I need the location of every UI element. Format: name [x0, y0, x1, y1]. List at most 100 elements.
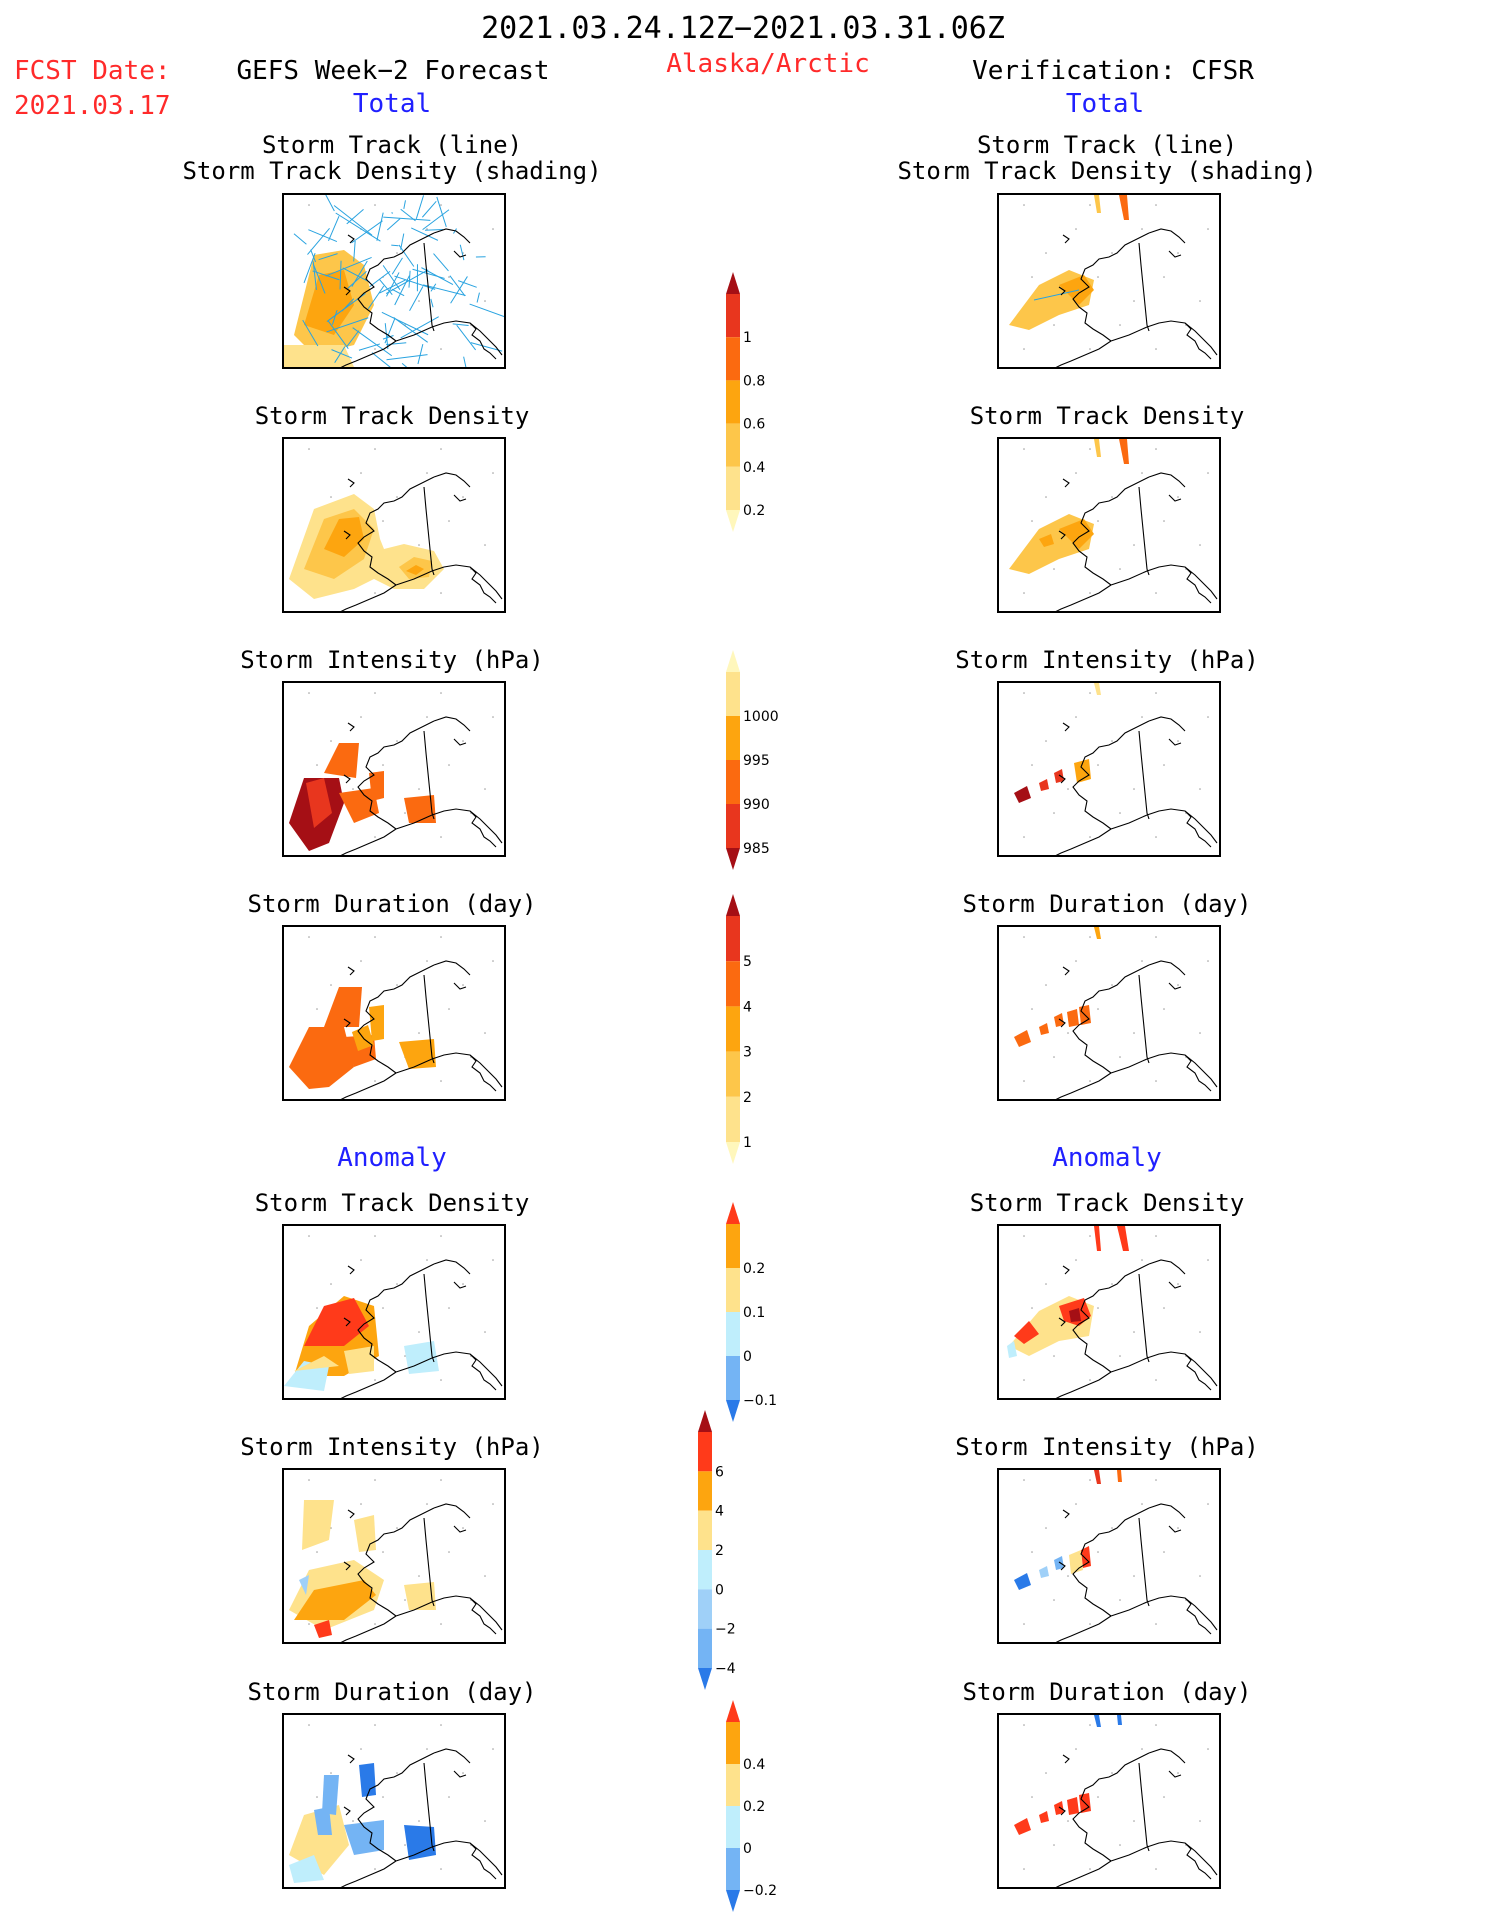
map-canvas [289, 1724, 503, 1887]
map-canvas [1007, 1226, 1218, 1398]
shaded-region [289, 1855, 324, 1883]
colorbar-tick-label: 990 [743, 797, 770, 813]
shaded-region [1039, 1023, 1049, 1035]
shaded-region [344, 1346, 374, 1374]
map-fcst-track [282, 193, 506, 369]
colorbar-segment [726, 294, 740, 338]
anomaly-left: Anomaly [337, 1143, 447, 1173]
shaded-region [1067, 1009, 1079, 1027]
colorbar-tick-label: 0.8 [743, 373, 765, 389]
alaska-coastline [340, 472, 503, 611]
colorbar-segment [726, 804, 740, 848]
shaded-region [1117, 1226, 1129, 1251]
colorbar-tick-label: 0 [743, 1349, 752, 1365]
colorbar-segment [698, 1510, 712, 1550]
colorbar-segment [726, 1224, 740, 1268]
graticule-dots [1023, 692, 1209, 838]
colorbar-segment [726, 1806, 740, 1848]
map-canvas [289, 936, 503, 1099]
alaska-coastline [1055, 228, 1218, 367]
colorbar-top-arrow [726, 650, 740, 672]
colorbar-segment [726, 466, 740, 510]
colorbar-segment [726, 716, 740, 760]
left-title: GEFS Week−2 Forecast [236, 56, 550, 86]
r5-title: Storm Track Density [969, 1189, 1245, 1217]
colorbar-bottom-arrow [726, 848, 740, 870]
map-canvas [1014, 1715, 1218, 1887]
shaded-region [404, 1825, 436, 1860]
r1-title-b: Storm Track Density (shading) [897, 157, 1317, 185]
graticule-dots [1023, 448, 1209, 594]
colorbar-segment [726, 1051, 740, 1097]
total-right: Total [1065, 89, 1145, 119]
map-canvas [284, 1235, 503, 1398]
alaska-coastline [1055, 1259, 1218, 1398]
shaded-region [339, 788, 379, 823]
colorbar-tick-label: −2 [715, 1622, 736, 1638]
colorbar-segment [698, 1628, 712, 1668]
colorbar-tick-label: 4 [715, 1504, 724, 1520]
map-fcst-anom-duration [282, 1713, 506, 1889]
l5-title: Storm Track Density [254, 1189, 530, 1217]
map-canvas [289, 448, 503, 611]
shaded-region [324, 987, 362, 1027]
shaded-region [1014, 1818, 1031, 1835]
fcst-date-value: 2021.03.17 [14, 91, 171, 121]
right-title: Verification: CFSR [972, 56, 1254, 86]
map-canvas [1009, 195, 1218, 367]
r7-title: Storm Duration (day) [962, 1678, 1252, 1706]
map-canvas [1014, 1470, 1218, 1642]
shaded-region [1094, 1226, 1101, 1251]
colorbar-bottom-arrow [726, 1890, 740, 1912]
alaska-coastline [1055, 1503, 1218, 1642]
colorbar-top-arrow [698, 1410, 712, 1432]
colorbar-segment [726, 1312, 740, 1356]
graticule-dots [1023, 1479, 1209, 1625]
colorbar-bottom-arrow [726, 1142, 740, 1164]
colorbar-segment [698, 1432, 712, 1472]
colorbar-tick-label: 1000 [743, 709, 779, 725]
map-verif-duration [997, 925, 1221, 1101]
shaded-region [1007, 1341, 1017, 1358]
total-left: Total [352, 89, 432, 119]
alaska-coastline [1055, 716, 1218, 855]
shaded-region [359, 1763, 376, 1797]
colorbar-segment [726, 1848, 740, 1890]
shaded-region [324, 743, 359, 778]
graticule-dots [1023, 1724, 1209, 1870]
shaded-region [289, 1805, 349, 1875]
map-canvas [284, 195, 504, 367]
colorbar-tick-label: 0.2 [743, 1799, 765, 1815]
map-canvas [1009, 439, 1218, 611]
shaded-region [1039, 779, 1049, 791]
l2-title: Storm Track Density [254, 402, 530, 430]
colorbar-tick-label: 0.4 [743, 460, 765, 476]
map-verif-density [997, 437, 1221, 613]
shaded-region [1094, 439, 1101, 457]
alaska-coastline [1055, 960, 1218, 1099]
colorbar-segment [726, 1764, 740, 1806]
alaska-coastline [1055, 1748, 1218, 1887]
colorbar-segment [726, 380, 740, 424]
colorbar-tick-label: 0.1 [743, 1305, 765, 1321]
shaded-region [1039, 1566, 1049, 1578]
colorbar-density: 10.80.60.40.20.1 [726, 272, 765, 532]
map-canvas [1014, 927, 1218, 1099]
shaded-region [1054, 769, 1064, 783]
shaded-region [302, 1500, 334, 1550]
shaded-region [1039, 1811, 1049, 1823]
shaded-region [314, 1620, 332, 1638]
graticule-dots [1023, 1235, 1209, 1381]
shaded-region [1069, 1308, 1081, 1322]
colorbar-tick-label: 1 [743, 330, 752, 346]
colorbar-tick-label: 0.2 [743, 1261, 765, 1277]
shaded-region [1117, 1715, 1122, 1725]
l1-title-a: Storm Track (line) [261, 131, 523, 159]
colorbar-tick-label: 5 [743, 954, 752, 970]
alaska-coastline [340, 1503, 503, 1642]
colorbar-tick-label: 995 [743, 753, 770, 769]
map-fcst-intensity [282, 681, 506, 857]
shaded-region [304, 1298, 369, 1346]
shaded-region [284, 345, 354, 367]
colorbar-tick-label: 0 [715, 1582, 724, 1598]
